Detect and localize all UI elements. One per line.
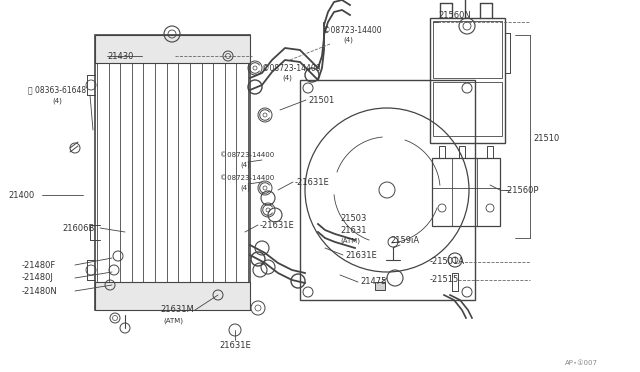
Bar — [439, 146, 445, 158]
Text: (4): (4) — [52, 98, 62, 104]
Bar — [452, 273, 458, 291]
Text: 21560N: 21560N — [438, 10, 471, 19]
Text: (ATM): (ATM) — [340, 238, 360, 244]
Text: 21606B: 21606B — [62, 224, 94, 232]
Text: -21515: -21515 — [430, 276, 460, 285]
Bar — [95, 282, 250, 310]
Text: (4): (4) — [240, 162, 250, 168]
Text: -21501A: -21501A — [430, 257, 465, 266]
Text: (4): (4) — [240, 185, 250, 191]
Text: 21475: 21475 — [360, 278, 387, 286]
Text: 2159ıA: 2159ıA — [390, 235, 419, 244]
Text: 21501: 21501 — [308, 96, 334, 105]
Text: 21631M: 21631M — [160, 305, 194, 314]
Text: ©08723-14400: ©08723-14400 — [262, 64, 321, 73]
Text: 21631E: 21631E — [219, 340, 251, 350]
Bar — [375, 282, 385, 290]
Text: 21503: 21503 — [340, 214, 366, 222]
Text: AP⋆①007: AP⋆①007 — [565, 360, 598, 366]
Bar — [300, 80, 475, 300]
Text: (4): (4) — [343, 37, 353, 43]
Bar — [430, 18, 505, 143]
Bar — [432, 158, 500, 226]
Bar — [95, 35, 250, 310]
Bar — [433, 21, 502, 78]
Text: -21631E: -21631E — [295, 177, 330, 186]
Text: (4): (4) — [282, 75, 292, 81]
Text: -21480N: -21480N — [22, 286, 58, 295]
Bar — [459, 146, 465, 158]
Text: ©08723-14400: ©08723-14400 — [220, 152, 275, 158]
Text: ©08723-14400: ©08723-14400 — [220, 175, 275, 181]
Text: -21560P: -21560P — [505, 186, 540, 195]
Text: -21631E: -21631E — [260, 221, 295, 230]
Text: (ATM): (ATM) — [163, 318, 183, 324]
Text: 21631E: 21631E — [345, 250, 377, 260]
Text: Ⓜ 08363-61648: Ⓜ 08363-61648 — [28, 86, 86, 94]
Text: ©08723-14400: ©08723-14400 — [323, 26, 381, 35]
Text: 21510: 21510 — [533, 134, 559, 142]
Text: 21430: 21430 — [107, 51, 133, 61]
Text: 21631: 21631 — [340, 225, 367, 234]
Bar — [433, 82, 502, 136]
Bar — [487, 146, 493, 158]
Text: -21480F: -21480F — [22, 260, 56, 269]
Text: -21480J: -21480J — [22, 273, 54, 282]
Text: 21400: 21400 — [8, 190, 35, 199]
Bar — [95, 35, 250, 63]
